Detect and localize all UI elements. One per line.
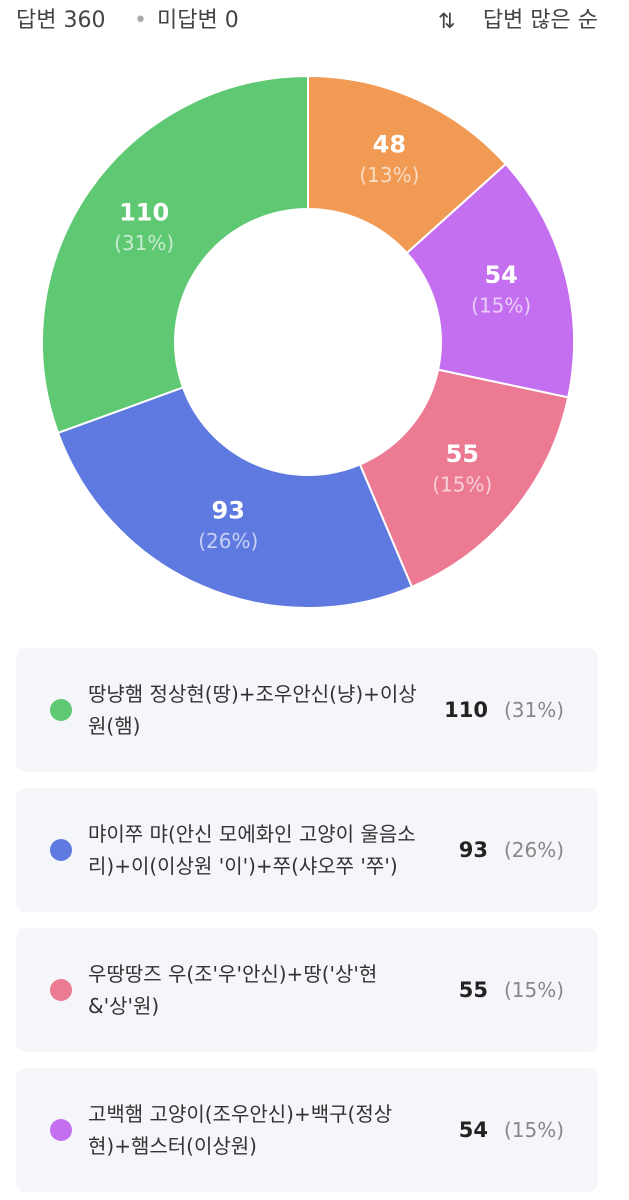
- legend-label: 먀이쭈 먀(안신 모에화인 고양이 울음소리)+이(이상원 '이')+쭈(샤오쭈…: [88, 822, 416, 878]
- legend-percent: (31%): [503, 698, 564, 722]
- slice-value: 110: [119, 198, 169, 226]
- legend-dot: [50, 699, 72, 721]
- legend-percent: (26%): [503, 838, 564, 862]
- slice: [56, 386, 414, 609]
- unanswered-count: 미답변 0: [157, 8, 239, 33]
- slice-value: 55: [446, 440, 479, 468]
- slice: [405, 162, 575, 399]
- slice-percent: (15%): [471, 294, 531, 318]
- legend-card: 먀이쭈 먀(안신 모에화인 고양이 울음소리)+이(이상원 '이')+쭈(샤오쭈…: [16, 788, 598, 912]
- answered-count: 답변 360: [16, 8, 106, 33]
- sort-button[interactable]: 답변 많은 순: [482, 8, 598, 33]
- legend-label: 우땅땅즈 우(조'우'안신)+땅('상'현&'상'원): [88, 962, 378, 1018]
- legend-count: 55: [458, 978, 488, 1002]
- legend-percent: (15%): [503, 1118, 564, 1142]
- separator: •: [134, 8, 147, 33]
- legend-count: 110: [444, 698, 488, 722]
- donut-chart: 110 (31%) 93 (26%) 55 (15%) 54 (15%) 48 (13%): [41, 74, 575, 609]
- slice-percent: (31%): [114, 231, 174, 255]
- legend-card: 우땅땅즈 우(조'우'안신)+땅('상'현&'상'원) 55 (15%): [16, 928, 598, 1052]
- legend-dot: [50, 979, 72, 1001]
- legend-dot: [50, 1119, 72, 1141]
- legend-dot: [50, 839, 72, 861]
- legend-label: 땅냥햄 정상현(땅)+조우안신(냥)+이상원(햄): [88, 682, 417, 738]
- slice-value: 48: [373, 130, 406, 158]
- slice: [307, 74, 508, 255]
- slice-percent: (15%): [432, 473, 492, 497]
- legend-card: 땅냥햄 정상현(땅)+조우안신(냥)+이상원(햄) 110 (31%): [16, 648, 598, 772]
- legend-card: 고백햄 고양이(조우안신)+백구(정상현)+햄스터(이상원) 54 (15%): [16, 1068, 598, 1192]
- legend-count: 54: [458, 1118, 488, 1142]
- slice: [41, 74, 309, 435]
- legend-label: 고백햄 고양이(조우안신)+백구(정상현)+햄스터(이상원): [88, 1102, 393, 1158]
- legend-count: 93: [458, 838, 488, 862]
- slice-percent: (13%): [359, 163, 419, 187]
- legend-percent: (15%): [503, 978, 564, 1002]
- sort-icon[interactable]: ⇅: [438, 9, 456, 33]
- slice: [358, 368, 570, 589]
- slice-value: 93: [212, 496, 245, 524]
- slice-percent: (26%): [198, 529, 258, 553]
- slice-value: 54: [484, 261, 517, 289]
